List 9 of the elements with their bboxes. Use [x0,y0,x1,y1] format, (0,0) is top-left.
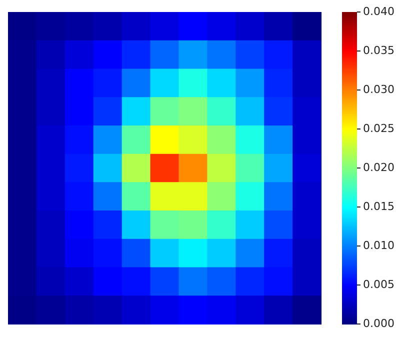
color-bar-label: 0.030 [363,82,394,96]
color-bar-label: 0.020 [363,160,394,174]
color-bar-label: 0.040 [363,4,394,18]
color-bar-label: 0.000 [363,316,394,330]
color-bar-label: 0.035 [363,44,394,57]
color-bar-label: 0.005 [363,278,394,291]
color-bar-label: 0.010 [363,238,394,252]
color-bar-label: 0.015 [363,200,394,213]
color-bar-label: 0.025 [363,122,394,135]
